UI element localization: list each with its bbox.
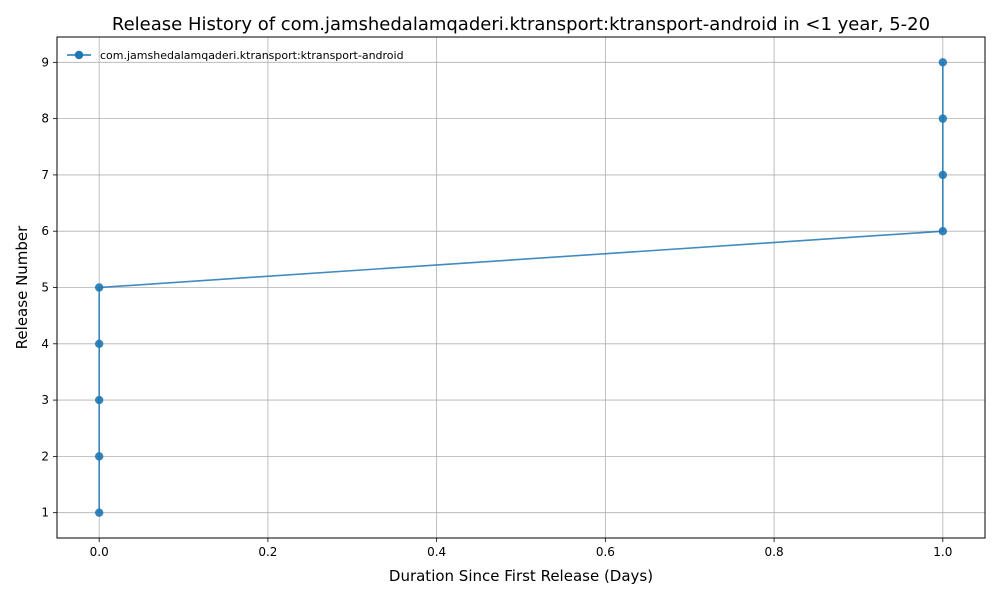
x-tick-label: 0.2 [258, 545, 277, 559]
y-tick-label: 9 [41, 55, 49, 69]
y-tick-label: 1 [41, 506, 49, 520]
y-tick-label: 4 [41, 337, 49, 351]
y-tick-label: 3 [41, 393, 49, 407]
ticks: 0.0 0.2 0.4 0.6 0.8 1.0 1 2 3 4 5 6 7 8 9 [41, 55, 952, 559]
y-tick-label: 8 [41, 112, 49, 126]
x-tick-label: 0.0 [90, 545, 109, 559]
y-tick-label: 2 [41, 449, 49, 463]
data-point [938, 58, 948, 67]
data-point [94, 452, 104, 461]
legend-label: com.jamshedalamqaderi.ktransport:ktransp… [100, 49, 404, 62]
data-point [94, 508, 104, 517]
x-axis-label: Duration Since First Release (Days) [389, 567, 653, 585]
y-axis-label: Release Number [13, 225, 31, 349]
x-tick-label: 0.8 [765, 545, 784, 559]
legend: com.jamshedalamqaderi.ktransport:ktransp… [67, 49, 404, 62]
series-layer [94, 58, 948, 517]
x-tick-label: 0.6 [596, 545, 615, 559]
data-point [938, 114, 948, 123]
legend-marker [74, 50, 84, 60]
data-point [94, 339, 104, 348]
y-tick-label: 5 [41, 281, 49, 295]
x-tick-label: 1.0 [933, 545, 952, 559]
data-point [94, 283, 104, 292]
x-tick-label: 0.4 [427, 545, 446, 559]
y-tick-label: 6 [41, 224, 49, 238]
data-point [938, 170, 948, 180]
data-point [938, 227, 948, 236]
data-point [94, 395, 104, 405]
y-tick-label: 7 [41, 168, 49, 182]
chart-title: Release History of com.jamshedalamqaderi… [112, 14, 930, 35]
